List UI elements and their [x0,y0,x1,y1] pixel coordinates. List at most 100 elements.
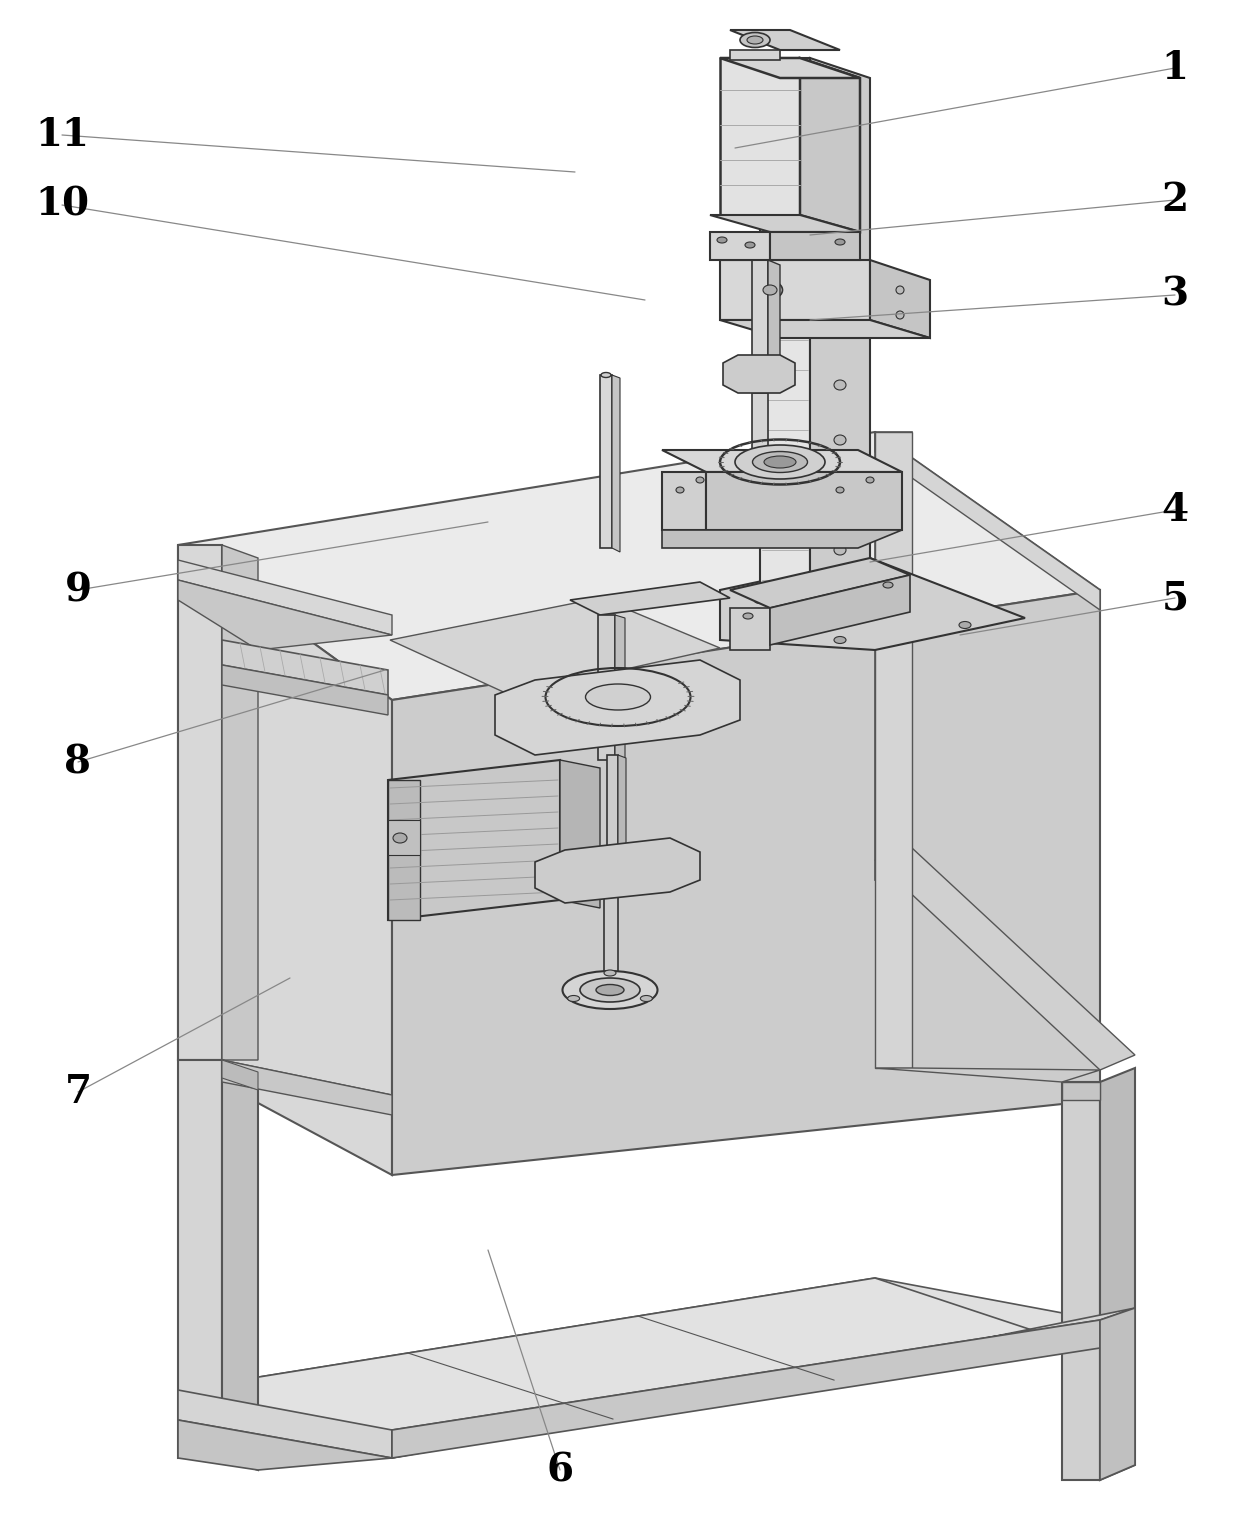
Ellipse shape [580,978,640,1002]
Polygon shape [608,755,618,870]
Polygon shape [392,589,1100,1174]
Ellipse shape [825,580,836,586]
Ellipse shape [717,236,727,243]
Text: 10: 10 [35,186,89,224]
Polygon shape [760,58,810,589]
Ellipse shape [640,996,652,1001]
Polygon shape [222,545,258,1061]
Polygon shape [534,838,701,903]
Polygon shape [392,1308,1135,1458]
Ellipse shape [866,477,874,484]
Text: 4: 4 [1162,491,1189,530]
Ellipse shape [835,490,846,500]
Polygon shape [222,1061,258,1471]
Polygon shape [179,545,392,1174]
Polygon shape [770,232,861,259]
Polygon shape [598,616,615,760]
Polygon shape [730,608,770,649]
Polygon shape [720,259,870,319]
Ellipse shape [835,104,846,115]
Polygon shape [179,545,222,1061]
Polygon shape [388,760,560,919]
Polygon shape [570,582,730,616]
Polygon shape [720,58,800,215]
Polygon shape [875,431,1100,609]
Ellipse shape [835,545,846,556]
Ellipse shape [740,32,770,48]
Ellipse shape [568,996,579,1001]
Ellipse shape [393,834,407,843]
Polygon shape [179,1061,222,1458]
Ellipse shape [676,487,684,493]
Ellipse shape [758,281,782,299]
Text: 9: 9 [64,571,92,609]
Polygon shape [770,576,910,645]
Polygon shape [751,393,768,468]
Ellipse shape [563,972,657,1008]
Polygon shape [662,450,901,471]
Ellipse shape [601,373,611,378]
Polygon shape [604,880,618,990]
Polygon shape [706,471,901,530]
Polygon shape [391,599,720,695]
Polygon shape [875,847,1135,1070]
Text: 8: 8 [64,743,92,781]
Ellipse shape [883,582,893,588]
Polygon shape [870,259,930,338]
Polygon shape [179,1279,1100,1431]
Polygon shape [720,58,861,78]
Polygon shape [810,58,870,609]
Polygon shape [730,559,910,608]
Ellipse shape [835,160,846,170]
Polygon shape [179,1279,1061,1458]
Text: 3: 3 [1162,276,1189,315]
Ellipse shape [835,325,846,335]
Polygon shape [1100,1308,1135,1480]
Ellipse shape [743,612,753,619]
Polygon shape [222,1061,392,1114]
Polygon shape [711,232,770,259]
Ellipse shape [735,445,825,479]
Ellipse shape [835,270,846,279]
Polygon shape [1061,1082,1100,1480]
Text: 1: 1 [1162,49,1188,87]
Polygon shape [392,1320,1100,1458]
Polygon shape [179,1391,392,1458]
Text: 6: 6 [547,1451,574,1489]
Polygon shape [875,431,911,1068]
Polygon shape [560,760,600,909]
Ellipse shape [835,239,844,246]
Polygon shape [222,665,388,715]
Polygon shape [751,259,768,370]
Polygon shape [222,640,388,695]
Ellipse shape [764,456,796,468]
Text: 7: 7 [64,1073,92,1111]
Polygon shape [222,1061,258,1090]
Ellipse shape [585,685,651,711]
Ellipse shape [835,215,846,226]
Ellipse shape [835,434,846,445]
Ellipse shape [897,286,904,295]
Polygon shape [768,259,780,375]
Polygon shape [662,471,706,530]
Polygon shape [1100,1068,1135,1480]
Polygon shape [875,431,911,880]
Ellipse shape [754,597,766,603]
Ellipse shape [746,35,763,45]
Polygon shape [720,559,1025,649]
Polygon shape [600,375,613,548]
Polygon shape [222,1061,392,1110]
Text: 11: 11 [35,117,89,154]
Polygon shape [495,660,740,755]
Polygon shape [179,1420,392,1471]
Polygon shape [875,1068,1100,1082]
Ellipse shape [596,984,624,996]
Polygon shape [179,431,1100,700]
Polygon shape [179,580,392,649]
Ellipse shape [836,487,844,493]
Polygon shape [1061,1082,1100,1101]
Polygon shape [615,616,625,763]
Ellipse shape [745,243,755,249]
Polygon shape [388,820,420,855]
Ellipse shape [696,477,704,484]
